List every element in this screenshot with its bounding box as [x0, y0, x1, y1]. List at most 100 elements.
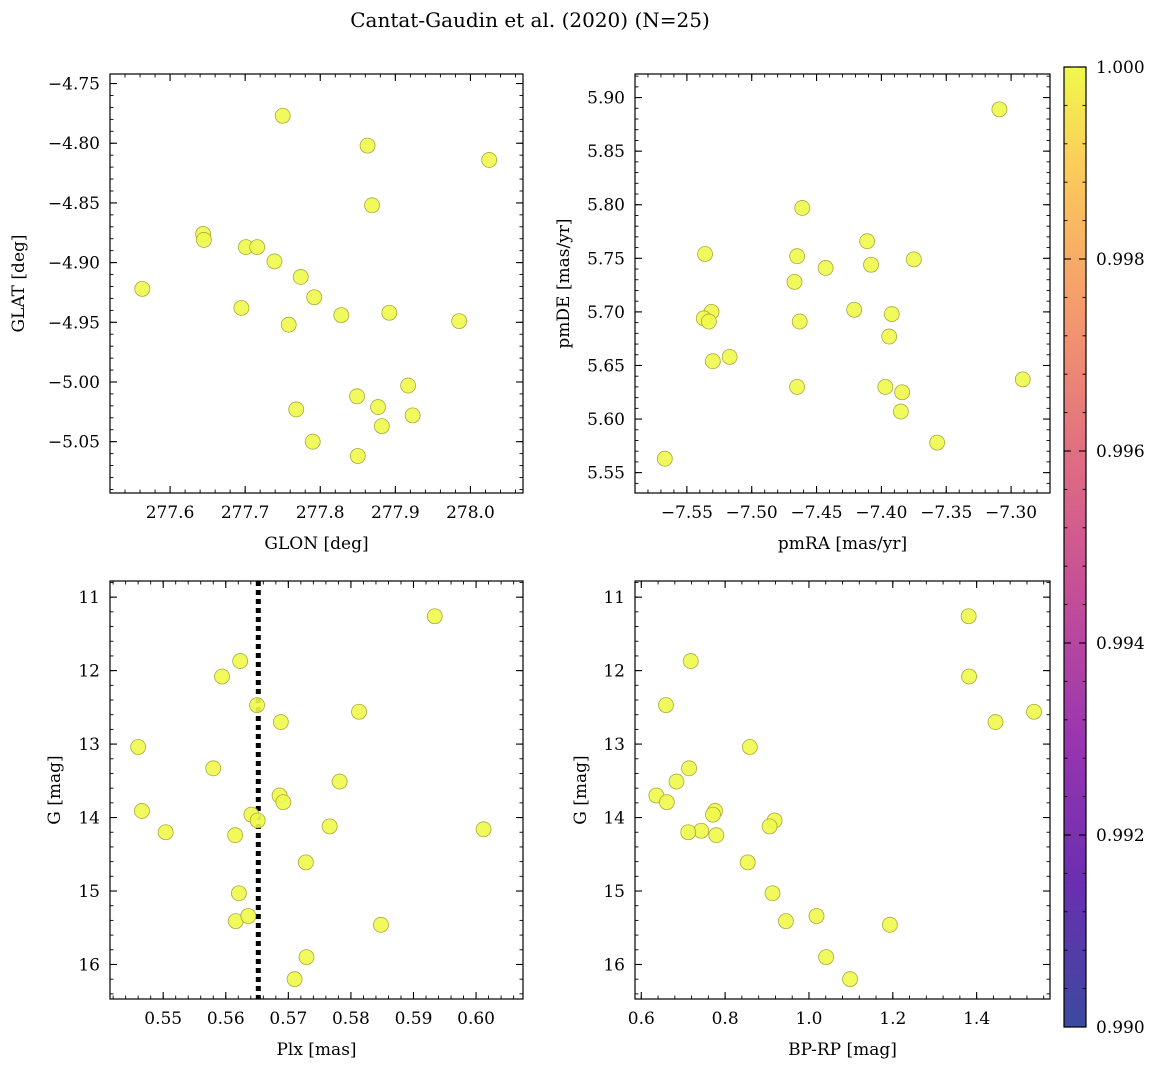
data-point [786, 273, 803, 290]
data-point [349, 388, 365, 405]
data-point [789, 379, 806, 395]
data-point [134, 803, 150, 819]
data-point [195, 232, 212, 248]
data-point [157, 824, 174, 841]
minor-ticks [634, 74, 1051, 493]
data-point [817, 260, 834, 276]
data-point [231, 885, 247, 902]
data-point [288, 401, 305, 418]
y-axis-label: GLAT [deg] [9, 234, 29, 332]
data-point [321, 818, 338, 835]
colorbar-tick-label: 0.992 [1096, 826, 1145, 846]
data-point [404, 407, 421, 424]
y-tick-label: −4.75 [48, 75, 100, 95]
data-point [349, 448, 366, 464]
x-tick-label: 1.0 [795, 1009, 822, 1029]
data-point [894, 384, 911, 401]
colorbar-gradient [1063, 66, 1087, 1028]
colorbar-tick-label: 0.996 [1096, 442, 1145, 462]
plot-frame [634, 73, 1051, 494]
data-point [708, 827, 725, 844]
minor-ticks [635, 581, 1050, 999]
data-point [373, 916, 389, 933]
scatter-panel-3: 0.55 0.56 0.57 0.58 0.59 0.60 11 12 13 14 15 16 Plx … [45, 580, 524, 1060]
colorbar: 0.990 0.992 0.994 0.996 0.998 1.000 [1063, 58, 1145, 1038]
x-tick-label: 0.6 [628, 1009, 655, 1029]
data-point [883, 306, 900, 322]
data-point [272, 714, 289, 730]
data-point [877, 379, 894, 395]
colorbar-tick-label: 0.998 [1096, 250, 1145, 270]
y-tick-label: −5.05 [48, 433, 100, 453]
x-tick-label: 277.7 [221, 503, 270, 523]
x-tick-label: 0.59 [395, 1009, 433, 1029]
data-point [130, 739, 147, 755]
data-point [741, 739, 758, 755]
data-point [778, 913, 794, 930]
y-tick-label: 13 [78, 735, 100, 755]
data-point [370, 399, 386, 415]
y-tick-label: 5.90 [587, 89, 625, 109]
y-tick-label: 16 [603, 955, 625, 975]
data-point [227, 827, 244, 844]
data-point [214, 668, 230, 685]
y-tick-label: 14 [78, 809, 100, 829]
y-tick-label: 15 [78, 882, 100, 902]
data-point [306, 289, 323, 306]
x-axis-label: BP-RP [mag] [788, 1040, 897, 1060]
data-point [682, 653, 699, 669]
data-point [304, 433, 321, 450]
y-tick-label: 15 [603, 882, 625, 902]
data-point [249, 239, 266, 255]
data-point [929, 434, 946, 451]
data-point [351, 703, 367, 720]
data-point [240, 908, 257, 924]
data-point [266, 253, 283, 270]
y-tick-label: 5.65 [587, 356, 625, 376]
x-tick-label: −7.35 [920, 503, 972, 523]
data-point [280, 316, 297, 333]
x-tick-label: 0.8 [712, 1009, 739, 1029]
data-point [764, 885, 781, 902]
y-tick-label: 14 [603, 809, 625, 829]
x-tick-label: 1.2 [879, 1009, 906, 1029]
scatter-panel-2: −7.55 −7.50 −7.45 −7.40 −7.35 −7.30 5.55 5.60 5.… [554, 73, 1051, 554]
minor-ticks [109, 74, 523, 493]
data-point [249, 812, 266, 829]
data-point [333, 307, 350, 324]
y-axis-label: G [mag] [571, 755, 591, 824]
data-point [704, 353, 721, 370]
colorbar-tick-label: 0.994 [1096, 634, 1145, 654]
y-tick-label: 5.85 [587, 142, 625, 162]
data-point [297, 854, 314, 871]
plot-frame [109, 580, 524, 1000]
data-point [656, 450, 673, 467]
scatter-panel-4: 0.6 0.8 1.0 1.2 1.4 11 12 13 14 15 16 BP-RP [mag] G … [571, 580, 1051, 1060]
x-tick-label: 278.0 [446, 503, 495, 523]
data-point [475, 821, 492, 838]
data-point [697, 246, 713, 262]
y-tick-label: −4.85 [48, 194, 100, 214]
data-point [739, 854, 756, 871]
x-tick-label: −7.30 [985, 503, 1037, 523]
x-tick-label: 277.9 [371, 503, 420, 523]
y-tick-label: −4.95 [48, 313, 100, 333]
data-point [274, 107, 291, 124]
y-tick-label: 16 [78, 955, 100, 975]
x-axis-label: GLON [deg] [264, 534, 368, 554]
plot-frame [109, 73, 524, 494]
data-point [481, 152, 498, 168]
data-point [275, 794, 292, 811]
x-tick-label: 0.55 [144, 1009, 182, 1029]
y-tick-label: −4.90 [48, 254, 100, 274]
data-point [960, 608, 977, 625]
y-tick-label: 12 [603, 662, 625, 682]
x-tick-label: 1.4 [963, 1009, 990, 1029]
data-point [761, 818, 778, 835]
data-point [373, 418, 390, 435]
data-point [364, 197, 380, 214]
x-tick-label: 0.58 [332, 1009, 370, 1029]
y-tick-label: −4.80 [48, 134, 100, 154]
data-point [905, 251, 922, 268]
data-point [818, 949, 835, 966]
